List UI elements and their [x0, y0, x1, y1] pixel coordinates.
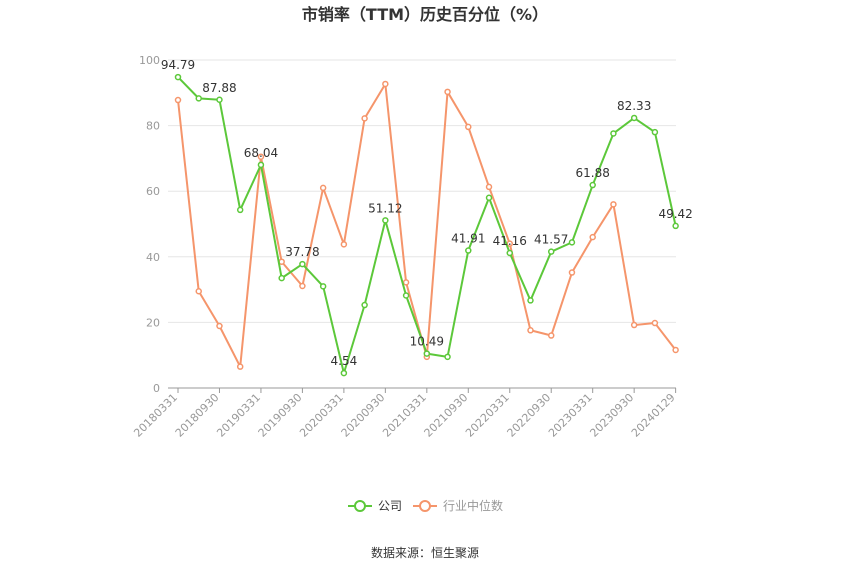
data-point	[589, 181, 596, 189]
data-point	[299, 282, 306, 290]
data-point	[568, 239, 576, 246]
data-point	[278, 274, 285, 282]
data-point	[195, 95, 202, 102]
x-tick-label: 20220930	[505, 391, 554, 440]
legend[interactable]: 公司 行业中位数	[348, 498, 503, 513]
data-point	[402, 292, 410, 299]
data-point	[568, 269, 576, 276]
data-label: 94.79	[161, 58, 195, 72]
data-point	[236, 363, 244, 370]
data-point	[610, 201, 617, 208]
data-point	[236, 206, 244, 214]
data-point	[195, 287, 202, 295]
data-point	[299, 260, 306, 268]
data-point	[216, 96, 223, 104]
data-label: 41.91	[451, 232, 485, 246]
y-tick-label: 100	[139, 54, 160, 67]
x-tick-label: 20210331	[380, 391, 429, 440]
data-label: 41.57	[534, 233, 568, 247]
data-point	[672, 222, 679, 230]
data-label: 68.04	[244, 146, 278, 160]
y-tick-label: 40	[146, 251, 160, 264]
data-point	[257, 153, 265, 161]
legend-item[interactable]: 公司	[348, 499, 402, 513]
legend-label: 行业中位数	[443, 498, 503, 513]
x-tick-label: 20210930	[422, 391, 471, 440]
data-label: 82.33	[617, 99, 651, 113]
data-label: 41.16	[493, 234, 527, 248]
x-tick-label: 20180331	[131, 391, 180, 440]
data-point	[630, 114, 638, 122]
source-text: 数据来源：恒生聚源	[371, 545, 479, 560]
data-point	[547, 248, 555, 255]
chart-title: 市销率（TTM）历史百分位（%）	[302, 5, 548, 24]
x-tick-label: 20230930	[587, 391, 636, 440]
data-point	[174, 73, 182, 81]
data-labels: 94.79 87.88 68.04 37.78 4.54 51.12 10.49 41.91 4…	[161, 58, 693, 368]
data-point	[465, 247, 472, 254]
data-point	[382, 217, 389, 224]
x-tick-label: 20220331	[463, 391, 512, 440]
data-point	[672, 346, 679, 354]
data-point	[319, 184, 327, 192]
data-point	[423, 350, 431, 357]
x-tick-label: 20190930	[256, 391, 305, 440]
series-layer	[174, 73, 679, 377]
data-point	[444, 88, 451, 96]
data-point	[444, 353, 451, 361]
data-point	[610, 130, 617, 137]
data-point	[340, 369, 348, 377]
data-point	[174, 96, 182, 104]
data-point	[361, 115, 368, 122]
data-point	[527, 297, 534, 304]
y-tick-label: 60	[146, 185, 160, 198]
x-tick-label: 20240129	[629, 391, 678, 440]
data-point	[361, 301, 368, 309]
data-label: 61.88	[576, 166, 610, 180]
data-point	[527, 327, 534, 334]
data-point	[506, 249, 514, 257]
data-point	[382, 80, 389, 88]
y-tick-label: 0	[153, 382, 160, 395]
data-point	[485, 183, 493, 191]
x-tick-label: 20200930	[339, 391, 388, 440]
legend-marker	[419, 500, 431, 512]
data-point	[340, 241, 348, 248]
series-line	[177, 82, 677, 368]
legend-label: 公司	[378, 499, 402, 513]
x-tick-label: 20180930	[173, 391, 222, 440]
data-label: 10.49	[410, 335, 444, 349]
data-point	[630, 321, 638, 329]
y-tick-label: 20	[146, 316, 160, 329]
data-label: 49.42	[658, 207, 692, 221]
legend-marker	[354, 500, 366, 512]
data-label: 37.78	[285, 245, 319, 259]
data-label: 4.54	[331, 354, 358, 368]
data-point	[651, 128, 659, 136]
x-axis: 2018033120180930201903312019093020200331…	[131, 387, 678, 440]
y-tick-label: 80	[146, 120, 160, 133]
data-point	[216, 322, 223, 330]
x-tick-label: 20200331	[297, 391, 346, 440]
data-point	[402, 279, 410, 286]
y-axis: 0 20 40 60 80 100	[139, 54, 160, 395]
grid	[168, 59, 676, 323]
data-point	[547, 332, 555, 339]
x-tick-label: 20190331	[214, 391, 263, 440]
data-point	[589, 233, 596, 241]
data-label: 51.12	[368, 201, 402, 215]
data-point	[319, 283, 327, 290]
data-label: 87.88	[202, 81, 236, 95]
x-tick-label: 20230331	[546, 391, 595, 440]
data-point	[465, 123, 472, 131]
data-point	[257, 161, 265, 169]
data-point	[485, 194, 493, 202]
data-point	[651, 319, 659, 327]
legend-item[interactable]: 行业中位数	[413, 498, 503, 513]
